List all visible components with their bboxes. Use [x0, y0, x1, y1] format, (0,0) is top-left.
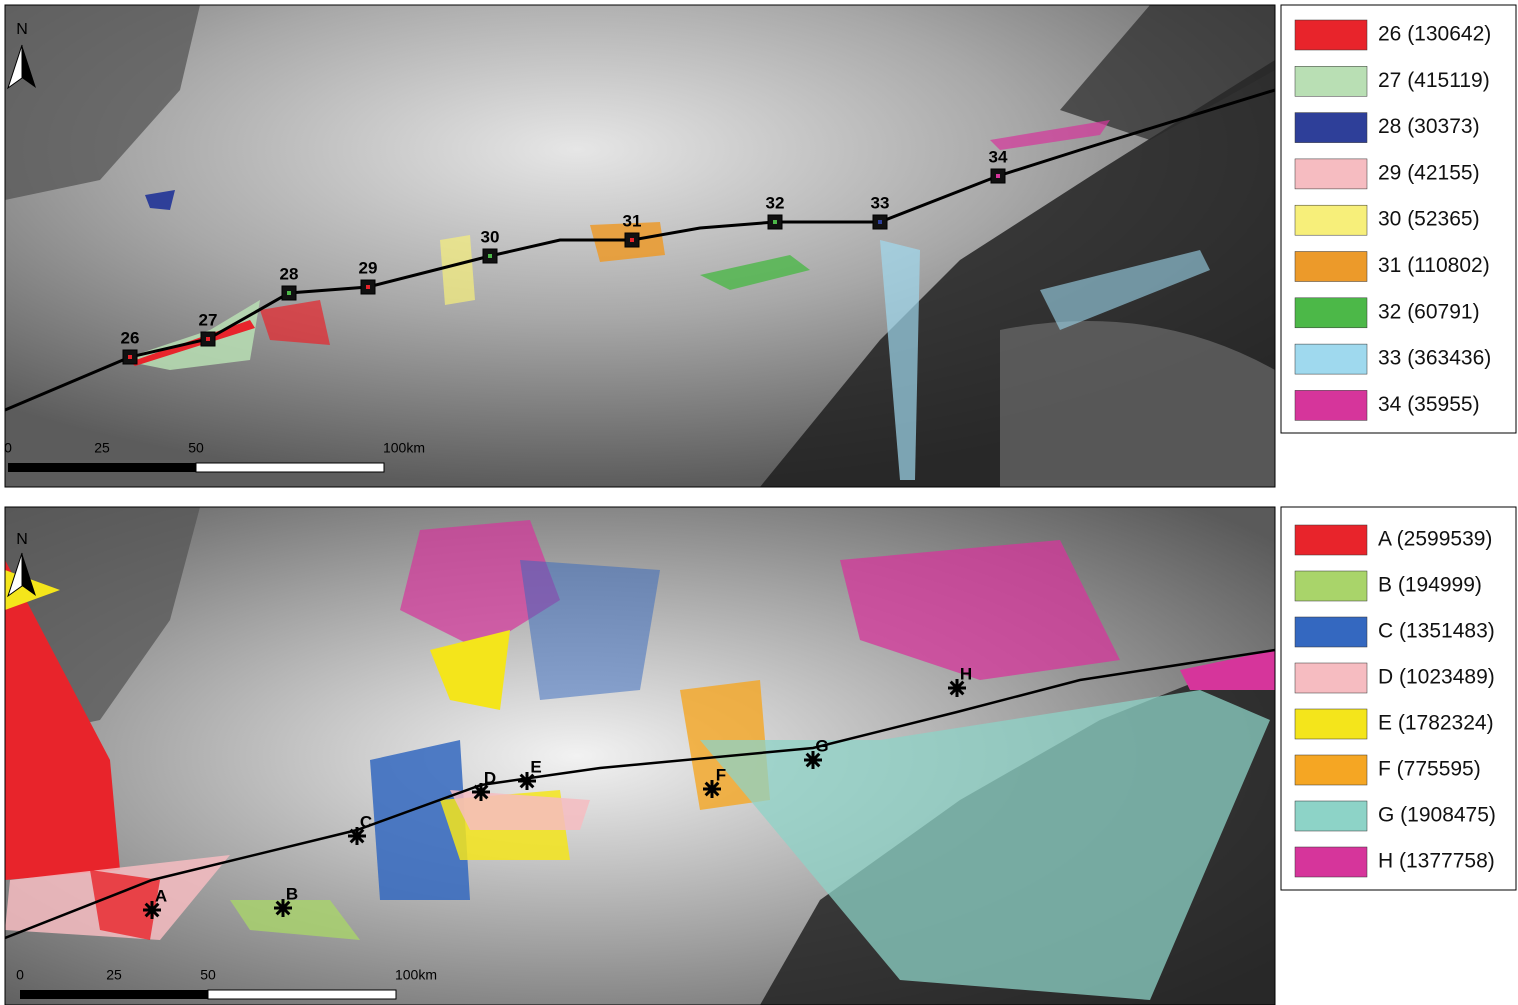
site-marker [348, 827, 366, 845]
legend-swatch [1294, 662, 1368, 694]
legend-swatch [1294, 297, 1368, 329]
site-marker [274, 899, 292, 917]
site-label: F [716, 765, 726, 784]
site-label: B [286, 884, 298, 903]
legend-swatch [1294, 66, 1368, 97]
legend-swatch [1294, 112, 1368, 143]
site-label: 27 [199, 310, 218, 329]
top-map [5, 5, 1275, 487]
north-arrow: N [7, 21, 36, 90]
site-label: D [484, 768, 496, 787]
star-stroke [519, 773, 535, 789]
scale-label: 25 [106, 967, 122, 983]
site-marker [703, 780, 721, 798]
bottom-map [5, 507, 1275, 1005]
legend-swatch [1294, 251, 1368, 282]
site-label: H [960, 664, 972, 683]
scale-label: 0 [16, 967, 24, 983]
site-label: 26 [121, 328, 140, 347]
site-dot [773, 220, 777, 224]
site-label: 33 [871, 193, 890, 212]
site-dot [996, 174, 1000, 178]
site-dot [366, 285, 370, 289]
legend-swatch [1294, 708, 1368, 740]
star-stroke [704, 781, 720, 797]
scale-label: 50 [200, 967, 216, 983]
legend-swatch [1294, 524, 1368, 556]
legend-swatch [1294, 616, 1368, 648]
legend-label: A (2599539) [1378, 528, 1492, 551]
legend-label: 34 (35955) [1378, 393, 1480, 416]
site-dot [206, 337, 210, 341]
site-dot [287, 291, 291, 295]
scale-label: 100km [395, 967, 437, 983]
legend-label: E (1782324) [1378, 712, 1494, 735]
site-dot [488, 254, 492, 258]
legend-label: 26 (130642) [1378, 23, 1491, 46]
site-marker [804, 751, 822, 769]
site-label: E [530, 757, 541, 776]
star-stroke [949, 680, 965, 696]
legend-label: G (1908475) [1378, 804, 1496, 827]
scale-label: 0 [4, 440, 12, 456]
site-label: 34 [989, 147, 1008, 166]
legend-label: 28 (30373) [1378, 115, 1480, 138]
scale-bar [195, 462, 385, 473]
legend-label: H (1377758) [1378, 850, 1495, 873]
legend-label: F (775595) [1378, 758, 1481, 781]
legend-swatch [1294, 204, 1368, 236]
scale-label: 100km [383, 440, 425, 456]
site-dot [128, 355, 132, 359]
site-label: C [360, 812, 372, 831]
site-label: 28 [280, 264, 299, 283]
scale-label: 50 [188, 440, 204, 456]
legend-label: 30 (52365) [1378, 208, 1480, 231]
site-label: A [155, 886, 167, 905]
site-label: 30 [481, 227, 500, 246]
north-label: N [16, 531, 28, 548]
scale-label: 25 [94, 440, 110, 456]
site-marker [143, 901, 161, 919]
legend-swatch [1294, 343, 1368, 375]
site-dot [878, 220, 882, 224]
legend-swatch [1294, 570, 1368, 602]
site-marker [518, 772, 536, 790]
north-arrow: N [7, 531, 36, 598]
legend-label: C (1351483) [1378, 620, 1495, 643]
site-marker [472, 783, 490, 801]
north-label: N [16, 21, 28, 38]
scale-bar [207, 989, 397, 1000]
site-label: 29 [359, 258, 378, 277]
star-stroke [144, 902, 160, 918]
legend-swatch [1294, 800, 1368, 832]
site-dot [630, 238, 634, 242]
legend-label: 27 (415119) [1378, 69, 1490, 92]
legend-label: 32 (60791) [1378, 300, 1480, 323]
site-label: 32 [766, 193, 785, 212]
legend-swatch [1294, 158, 1368, 190]
legend-swatch [1294, 754, 1368, 786]
legend-label: 33 (363436) [1378, 347, 1491, 370]
star-stroke [805, 752, 821, 768]
legend-label: B (194999) [1378, 574, 1482, 597]
legend-swatch [1294, 390, 1368, 421]
star-stroke [349, 828, 365, 844]
scale-bar [8, 463, 196, 472]
legend-box [1280, 506, 1517, 891]
scale-bar [20, 990, 208, 999]
legend-swatch [1294, 19, 1368, 51]
site-label: G [815, 736, 828, 755]
legend-label: 31 (110802) [1378, 254, 1490, 277]
site-label: 31 [623, 211, 642, 230]
star-stroke [275, 900, 291, 916]
star-stroke [473, 784, 489, 800]
legend-label: D (1023489) [1378, 666, 1495, 689]
legend-swatch [1294, 846, 1368, 878]
site-marker [948, 679, 966, 697]
legend-label: 29 (42155) [1378, 161, 1480, 184]
